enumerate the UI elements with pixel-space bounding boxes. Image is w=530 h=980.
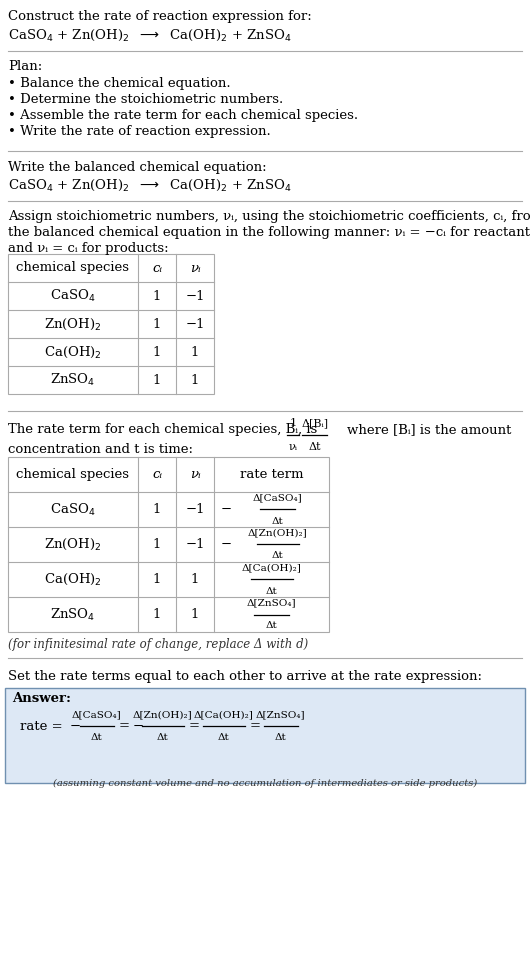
Text: where [Bᵢ] is the amount: where [Bᵢ] is the amount xyxy=(347,423,511,436)
Text: CaSO$_4$: CaSO$_4$ xyxy=(50,502,96,517)
Text: Δt: Δt xyxy=(271,552,284,561)
Text: Δ[CaSO₄]: Δ[CaSO₄] xyxy=(253,494,303,503)
Text: −: − xyxy=(220,538,232,551)
Text: Plan:: Plan: xyxy=(8,60,42,73)
Text: Δt: Δt xyxy=(157,733,169,742)
Text: 1: 1 xyxy=(153,608,161,621)
Text: −: − xyxy=(132,719,143,732)
Text: 1: 1 xyxy=(153,573,161,586)
Text: Δ[CaSO₄]: Δ[CaSO₄] xyxy=(72,710,121,719)
Text: Δ[ZnSO₄]: Δ[ZnSO₄] xyxy=(246,599,296,608)
Text: 1: 1 xyxy=(153,373,161,386)
Text: Zn(OH)$_2$: Zn(OH)$_2$ xyxy=(44,317,102,331)
Text: cᵢ: cᵢ xyxy=(152,262,162,274)
Text: −1: −1 xyxy=(186,289,205,303)
Text: 1: 1 xyxy=(191,573,199,586)
FancyBboxPatch shape xyxy=(5,688,525,783)
Text: Δt: Δt xyxy=(218,733,229,742)
Text: Write the balanced chemical equation:: Write the balanced chemical equation: xyxy=(8,161,267,174)
Text: 1: 1 xyxy=(153,318,161,330)
Text: 1: 1 xyxy=(289,418,296,428)
Text: the balanced chemical equation in the following manner: νᵢ = −cᵢ for reactants: the balanced chemical equation in the fo… xyxy=(8,226,530,239)
Text: ZnSO$_4$: ZnSO$_4$ xyxy=(50,372,95,388)
Text: 1: 1 xyxy=(191,373,199,386)
Text: 1: 1 xyxy=(153,538,161,551)
Bar xyxy=(8,254,214,394)
Text: CaSO$_4$ + Zn(OH)$_2$  $\longrightarrow$  Ca(OH)$_2$ + ZnSO$_4$: CaSO$_4$ + Zn(OH)$_2$ $\longrightarrow$ … xyxy=(8,178,292,193)
Text: Δt: Δt xyxy=(271,516,284,525)
Text: =: = xyxy=(118,719,129,732)
Text: CaSO$_4$: CaSO$_4$ xyxy=(50,288,96,304)
Bar xyxy=(8,457,329,632)
Text: Ca(OH)$_2$: Ca(OH)$_2$ xyxy=(44,572,102,587)
Text: rate term: rate term xyxy=(240,468,303,481)
Text: −: − xyxy=(220,503,232,516)
Text: 1: 1 xyxy=(191,608,199,621)
Text: 1: 1 xyxy=(153,346,161,359)
Text: Δ[Ca(OH)₂]: Δ[Ca(OH)₂] xyxy=(242,564,302,572)
Text: −1: −1 xyxy=(186,538,205,551)
Text: Δ[ZnSO₄]: Δ[ZnSO₄] xyxy=(256,710,306,719)
Text: Δt: Δt xyxy=(308,442,321,452)
Text: Δt: Δt xyxy=(266,586,277,596)
Text: 1: 1 xyxy=(153,289,161,303)
Text: −1: −1 xyxy=(186,503,205,516)
Text: Zn(OH)$_2$: Zn(OH)$_2$ xyxy=(44,537,102,552)
Text: chemical species: chemical species xyxy=(16,262,129,274)
Text: (assuming constant volume and no accumulation of intermediates or side products): (assuming constant volume and no accumul… xyxy=(53,779,477,788)
Text: Δ[Bᵢ]: Δ[Bᵢ] xyxy=(301,418,329,428)
Text: cᵢ: cᵢ xyxy=(152,468,162,481)
Text: The rate term for each chemical species, Bᵢ, is: The rate term for each chemical species,… xyxy=(8,423,317,436)
Text: Answer:: Answer: xyxy=(12,692,71,705)
Text: =: = xyxy=(188,719,199,732)
Text: νᵢ: νᵢ xyxy=(190,262,200,274)
Text: • Determine the stoichiometric numbers.: • Determine the stoichiometric numbers. xyxy=(8,93,283,106)
Text: Δt: Δt xyxy=(275,733,287,742)
Text: (for infinitesimal rate of change, replace Δ with d): (for infinitesimal rate of change, repla… xyxy=(8,638,308,651)
Text: concentration and t is time:: concentration and t is time: xyxy=(8,443,193,456)
Text: Set the rate terms equal to each other to arrive at the rate expression:: Set the rate terms equal to each other t… xyxy=(8,670,482,683)
Text: Assign stoichiometric numbers, νᵢ, using the stoichiometric coefficients, cᵢ, fr: Assign stoichiometric numbers, νᵢ, using… xyxy=(8,210,530,223)
Text: rate =: rate = xyxy=(20,719,67,732)
Text: Construct the rate of reaction expression for:: Construct the rate of reaction expressio… xyxy=(8,10,312,23)
Text: −1: −1 xyxy=(186,318,205,330)
Text: Ca(OH)$_2$: Ca(OH)$_2$ xyxy=(44,344,102,360)
Text: 1: 1 xyxy=(153,503,161,516)
Text: =: = xyxy=(249,719,260,732)
Text: Δ[Zn(OH)₂]: Δ[Zn(OH)₂] xyxy=(248,528,307,537)
Text: • Write the rate of reaction expression.: • Write the rate of reaction expression. xyxy=(8,125,271,138)
Text: −: − xyxy=(70,719,81,732)
Text: νᵢ: νᵢ xyxy=(190,468,200,481)
Text: Δt: Δt xyxy=(91,733,102,742)
Text: νᵢ: νᵢ xyxy=(288,442,297,452)
Text: and νᵢ = cᵢ for products:: and νᵢ = cᵢ for products: xyxy=(8,242,169,255)
Text: chemical species: chemical species xyxy=(16,468,129,481)
Text: • Balance the chemical equation.: • Balance the chemical equation. xyxy=(8,77,231,90)
Text: CaSO$_4$ + Zn(OH)$_2$  $\longrightarrow$  Ca(OH)$_2$ + ZnSO$_4$: CaSO$_4$ + Zn(OH)$_2$ $\longrightarrow$ … xyxy=(8,28,292,43)
Text: Δt: Δt xyxy=(266,621,277,630)
Text: Δ[Zn(OH)₂]: Δ[Zn(OH)₂] xyxy=(133,710,192,719)
Text: • Assemble the rate term for each chemical species.: • Assemble the rate term for each chemic… xyxy=(8,109,358,122)
Text: 1: 1 xyxy=(191,346,199,359)
Text: ZnSO$_4$: ZnSO$_4$ xyxy=(50,607,95,622)
Text: Δ[Ca(OH)₂]: Δ[Ca(OH)₂] xyxy=(194,710,254,719)
